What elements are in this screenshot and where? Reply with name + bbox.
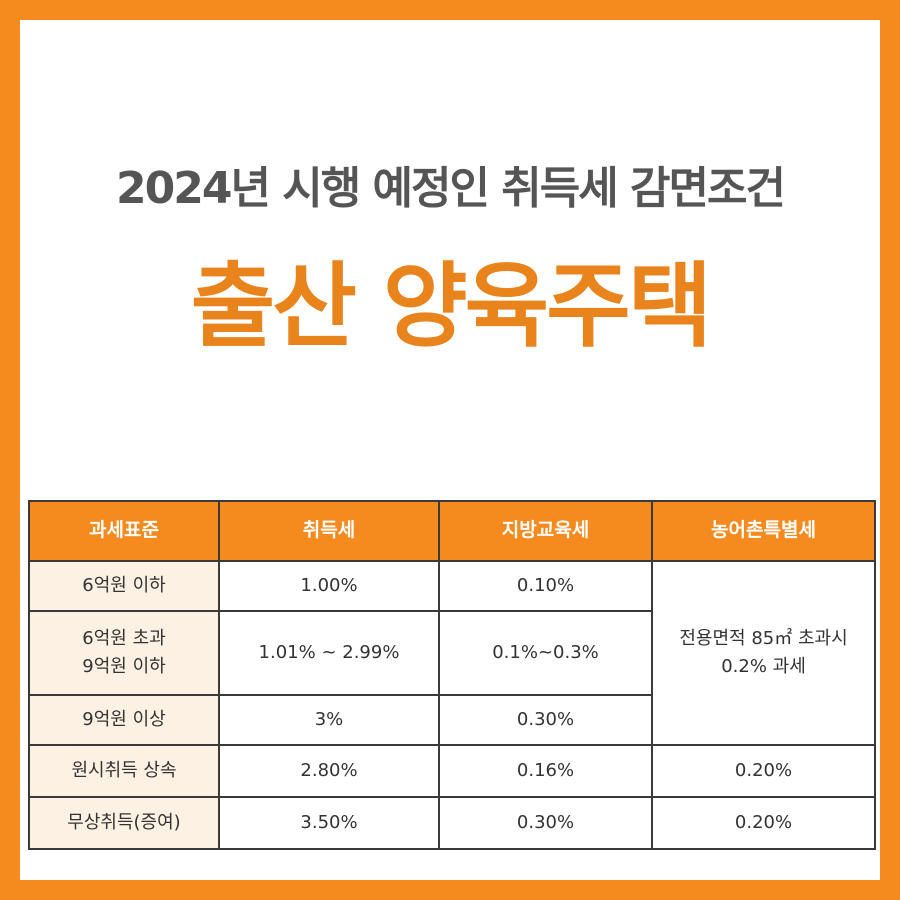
- table-row: 9억원 이상 3% 0.30%: [28, 694, 875, 746]
- page-subtitle: 2024년 시행 예정인 취득세 감면조건: [116, 163, 786, 214]
- table-row: 6억원 이하 1.00% 0.10% 전용면적 85㎡ 초과시 0.2% 과세: [28, 560, 876, 746]
- rural-tax-cell: 0.20%: [651, 796, 876, 850]
- table-row: 무상취득(증여) 3.50% 0.30% 0.20%: [28, 796, 876, 850]
- acquisition-tax-cell: 1.01% ~ 2.99%: [218, 610, 440, 696]
- tax-standard-cell: 9억원 이상: [28, 694, 220, 746]
- education-tax-cell: 0.1%~0.3%: [438, 610, 653, 696]
- rural-tax-condition: 전용면적 85㎡ 초과시: [679, 628, 848, 650]
- tax-standard-line: 6억원 초과: [82, 628, 166, 650]
- education-tax-cell: 0.30%: [438, 796, 653, 850]
- rural-tax-cell: 0.20%: [651, 744, 876, 798]
- tax-standard-line: 9억원 이하: [82, 656, 166, 677]
- education-tax-cell: 0.16%: [438, 744, 653, 798]
- table-header-row: 과세표준 취득세 지방교육세 농어촌특별세: [28, 500, 876, 562]
- acquisition-tax-cell: 3.50%: [218, 796, 440, 850]
- tax-standard-cell: 원시취득 상속: [28, 744, 220, 798]
- acquisition-tax-cell: 2.80%: [218, 744, 440, 798]
- tax-standard-cell: 무상취득(증여): [28, 796, 220, 850]
- column-header-rural-tax: 농어촌특별세: [651, 500, 876, 562]
- acquisition-tax-cell: 1.00%: [218, 560, 440, 612]
- column-header-standard: 과세표준: [28, 500, 220, 562]
- rural-tax-rate: 0.2% 과세: [721, 656, 806, 677]
- education-tax-cell: 0.30%: [438, 694, 653, 746]
- education-tax-cell: 0.10%: [438, 560, 653, 612]
- tax-standard-cell: 6억원 초과 9억원 이하: [28, 610, 220, 696]
- rural-tax-merged-cell: 전용면적 85㎡ 초과시 0.2% 과세: [651, 560, 876, 746]
- table-row: 6억원 초과 9억원 이하 1.01% ~ 2.99% 0.1%~0.3%: [28, 610, 875, 696]
- card-frame: 2024년 시행 예정인 취득세 감면조건 출산 양육주택 과세표준 취득세 지…: [20, 20, 880, 880]
- page-title: 출산 양육주택: [190, 253, 713, 360]
- column-header-acquisition-tax: 취득세: [218, 500, 440, 562]
- column-header-education-tax: 지방교육세: [438, 500, 653, 562]
- acquisition-tax-cell: 3%: [218, 694, 440, 746]
- table-row: 원시취득 상속 2.80% 0.16% 0.20%: [28, 744, 876, 798]
- tax-standard-cell: 6억원 이하: [28, 560, 220, 612]
- tax-rate-table: 과세표준 취득세 지방교육세 농어촌특별세 6억원 이하 1.00% 0.10%…: [28, 500, 876, 850]
